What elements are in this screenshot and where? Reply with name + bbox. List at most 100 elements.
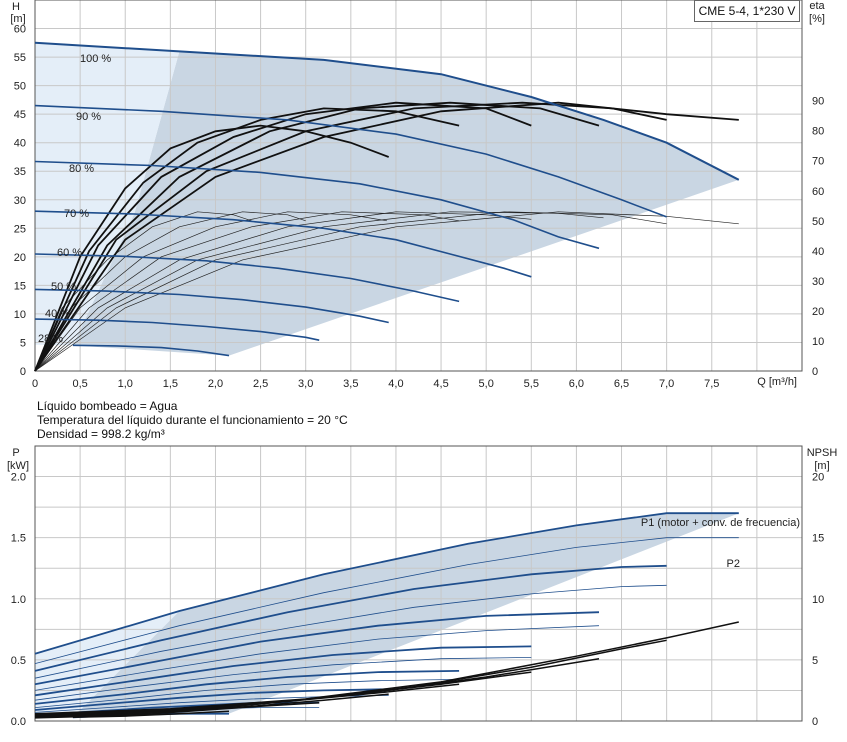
p-tick-label: 0.0 [11, 716, 26, 728]
p-tick-label: 1.0 [11, 594, 26, 606]
qh-curve-3 [34, 210, 532, 278]
y2-tick-label: 70 [812, 156, 824, 168]
x-tick-label: 4,0 [388, 378, 403, 390]
x-axis-title: Q [m³/h] [757, 376, 797, 388]
p1-label: P1 (motor + conv. de frecuencia) [641, 517, 800, 529]
y-tick-label: 55 [14, 52, 26, 64]
qh-curve-7 [72, 344, 230, 357]
qh-curve-2 [34, 160, 600, 250]
y-tick-label: 10 [14, 309, 26, 321]
x-tick-label: 6,0 [569, 378, 584, 390]
y-tick-label: 15 [14, 280, 26, 292]
eta-curve-thin-4 [34, 211, 532, 372]
p2-curve-0 [34, 537, 739, 664]
npsh-curve-7 [72, 710, 230, 719]
p2-curve-4 [34, 679, 460, 708]
y2-tick-label: 40 [812, 246, 824, 258]
x-tick-label: 4,5 [433, 378, 448, 390]
speed-label-5: 50 % [51, 281, 76, 293]
y-tick-label: 25 [14, 223, 26, 235]
p-tick-label: 1.5 [11, 533, 26, 545]
x-tick-label: 3,5 [343, 378, 358, 390]
y-tick-label: 35 [14, 166, 26, 178]
qh-curve-1 [34, 104, 667, 218]
p1-curve-2 [34, 611, 600, 686]
x-tick-label: 0,5 [72, 378, 87, 390]
p1-curve-1 [34, 564, 667, 672]
eta-curve-3 [34, 101, 600, 372]
npsh-tick-label: 15 [812, 533, 824, 545]
npsh-tick-label: 5 [812, 655, 818, 667]
p1-curve-3 [34, 645, 532, 697]
npsh-tick-label: 0 [812, 716, 818, 728]
low-flow-area [35, 42, 180, 346]
y2-tick-label: 50 [812, 216, 824, 228]
operating-area [72, 51, 739, 356]
x-tick-label: 3,0 [298, 378, 313, 390]
p2-curve-2 [34, 625, 600, 691]
speed-label-6: 40 % [45, 308, 70, 320]
eta-curve-thin-6 [34, 211, 667, 372]
qh-curve-4 [34, 253, 460, 303]
x-tick-label: 2,0 [208, 378, 223, 390]
y2-axis-unit: [%] [809, 13, 825, 25]
eta-curve-2 [34, 101, 532, 372]
power-area [72, 513, 739, 718]
y-tick-label: 30 [14, 195, 26, 207]
y2-axis-title: eta [809, 0, 825, 12]
npsh-tick-label: 20 [812, 472, 824, 484]
y2-tick-label: 0 [812, 366, 818, 378]
y-tick-label: 5 [20, 337, 26, 349]
qh-curve-5 [34, 288, 389, 324]
speed-label-4: 60 % [57, 247, 82, 259]
p-tick-label: 0.5 [11, 655, 26, 667]
npsh-axis-title: NPSH [807, 447, 838, 459]
power-frame [34, 445, 803, 722]
pumped-liquid-note: Líquido bombeado = Agua [37, 399, 178, 413]
model-label: CME 5-4, 1*230 V [694, 0, 800, 22]
speed-label-7: 28 % [38, 333, 63, 345]
p2-curve-3 [34, 657, 532, 701]
speed-label-0: 100 % [80, 53, 111, 65]
p1-curve-5 [34, 688, 389, 711]
x-tick-label: 7,0 [659, 378, 674, 390]
y-axis-title: H [12, 1, 20, 13]
x-tick-label: 7,5 [704, 378, 719, 390]
x-tick-label: 1,0 [118, 378, 133, 390]
y-tick-label: 50 [14, 81, 26, 93]
npsh-axis-unit: [m] [814, 460, 829, 472]
p1-curve-4 [34, 670, 460, 705]
eta-curve-1 [34, 107, 460, 372]
x-tick-label: 0 [32, 378, 38, 390]
y2-tick-label: 60 [812, 186, 824, 198]
y2-tick-label: 20 [812, 306, 824, 318]
y2-tick-label: 30 [812, 276, 824, 288]
eta-curve-thin-2 [34, 211, 387, 372]
p-tick-label: 2.0 [11, 472, 26, 484]
p-axis-title: P [12, 447, 19, 459]
y-tick-label: 45 [14, 109, 26, 121]
y-axis-unit: [m] [10, 13, 25, 25]
speed-label-3: 70 % [64, 208, 89, 220]
eta-curve-5 [34, 101, 739, 372]
x-tick-label: 5,0 [479, 378, 494, 390]
y2-tick-label: 10 [812, 336, 824, 348]
speed-label-1: 90 % [76, 111, 101, 123]
density-note: Densidad = 998.2 kg/m³ [37, 427, 165, 441]
x-tick-label: 6,5 [614, 378, 629, 390]
x-tick-label: 2,5 [253, 378, 268, 390]
y-tick-label: 60 [14, 24, 26, 36]
liquid-temperature-note: Temperatura del líquido durante el funci… [37, 413, 348, 427]
p2-label: P2 [727, 558, 740, 570]
qh-curve-6 [34, 318, 320, 341]
speed-label-2: 80 % [69, 163, 94, 175]
power-npsh-panel [34, 445, 803, 722]
qh-panel [34, 0, 803, 372]
y2-tick-label: 90 [812, 96, 824, 108]
p1-curve-0 [34, 512, 739, 655]
p-axis-unit: [kW] [7, 460, 29, 472]
eta-curve-0 [34, 124, 390, 372]
y-tick-label: 40 [14, 138, 26, 150]
x-tick-label: 1,5 [163, 378, 178, 390]
